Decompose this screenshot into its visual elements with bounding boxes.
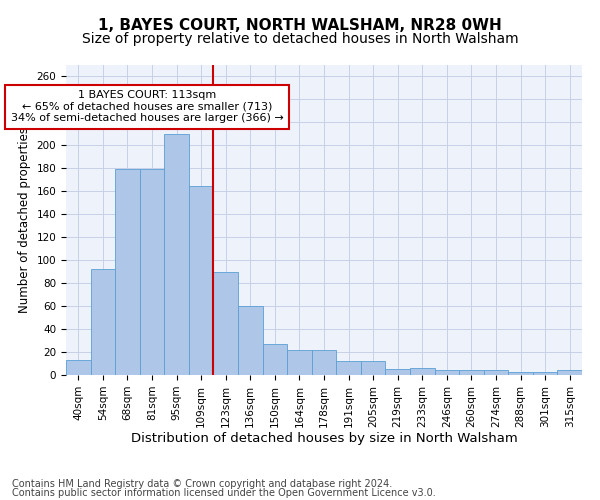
Bar xyxy=(189,186,214,375)
Bar xyxy=(214,272,238,375)
Bar xyxy=(336,361,361,375)
X-axis label: Distribution of detached houses by size in North Walsham: Distribution of detached houses by size … xyxy=(131,432,517,446)
Bar xyxy=(410,368,434,375)
Text: Size of property relative to detached houses in North Walsham: Size of property relative to detached ho… xyxy=(82,32,518,46)
Bar xyxy=(263,344,287,375)
Bar xyxy=(287,350,312,375)
Bar xyxy=(115,170,140,375)
Text: Contains HM Land Registry data © Crown copyright and database right 2024.: Contains HM Land Registry data © Crown c… xyxy=(12,479,392,489)
Text: 1 BAYES COURT: 113sqm
← 65% of detached houses are smaller (713)
34% of semi-det: 1 BAYES COURT: 113sqm ← 65% of detached … xyxy=(11,90,283,124)
Text: Contains public sector information licensed under the Open Government Licence v3: Contains public sector information licen… xyxy=(12,488,436,498)
Bar xyxy=(66,360,91,375)
Y-axis label: Number of detached properties: Number of detached properties xyxy=(18,127,31,313)
Bar xyxy=(533,372,557,375)
Bar xyxy=(312,350,336,375)
Bar xyxy=(484,370,508,375)
Text: 1, BAYES COURT, NORTH WALSHAM, NR28 0WH: 1, BAYES COURT, NORTH WALSHAM, NR28 0WH xyxy=(98,18,502,32)
Bar xyxy=(557,370,582,375)
Bar xyxy=(385,370,410,375)
Bar xyxy=(238,306,263,375)
Bar xyxy=(361,361,385,375)
Bar xyxy=(140,170,164,375)
Bar xyxy=(459,370,484,375)
Bar xyxy=(508,372,533,375)
Bar xyxy=(434,370,459,375)
Bar xyxy=(164,134,189,375)
Bar xyxy=(91,270,115,375)
